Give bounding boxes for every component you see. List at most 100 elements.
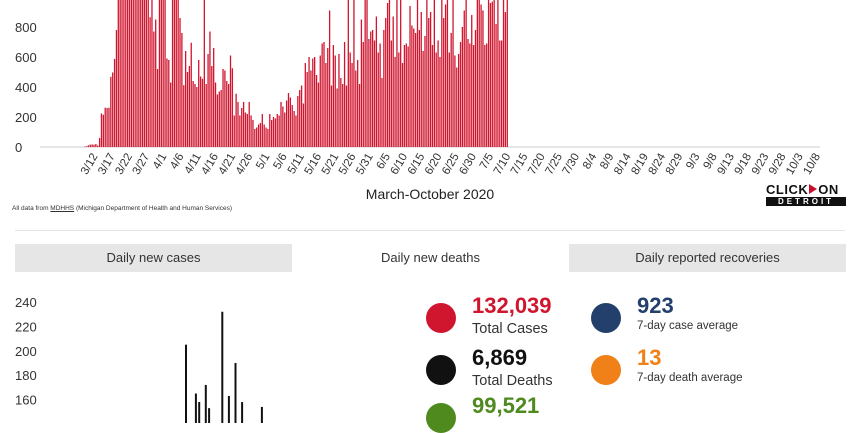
- case-bar: [254, 129, 255, 147]
- case-bar: [221, 90, 222, 147]
- case-bar: [443, 18, 444, 147]
- source-link[interactable]: MDHHS: [50, 205, 74, 212]
- case-bar: [396, 0, 397, 147]
- logo-word-detroit: DETROIT: [766, 197, 846, 206]
- case-bar: [351, 63, 352, 147]
- case-bar: [166, 59, 167, 148]
- case-bar: [344, 42, 345, 147]
- case-bar: [449, 53, 450, 148]
- case-bar: [174, 0, 175, 147]
- x-tick-label: 9/13: [715, 152, 737, 177]
- case-bar: [323, 42, 324, 147]
- case-bar: [278, 116, 279, 148]
- death-average-dot-icon: [591, 355, 621, 385]
- x-tick-label: 5/26: [337, 152, 359, 177]
- case-bar: [391, 41, 392, 148]
- case-bar: [318, 83, 319, 148]
- case-bar: [408, 47, 409, 148]
- case-bar: [95, 144, 96, 147]
- x-tick-label: 3/12: [79, 152, 101, 177]
- tab-daily-new-deaths[interactable]: Daily new deaths: [292, 244, 569, 272]
- case-bar: [368, 39, 369, 147]
- case-bar: [366, 0, 367, 147]
- case-bar: [234, 116, 235, 148]
- case-bar: [473, 45, 474, 147]
- case-bar: [393, 17, 394, 148]
- x-tick-label: 9/3: [684, 152, 702, 172]
- case-bar: [497, 0, 498, 147]
- case-bar: [207, 54, 208, 147]
- tab-daily-new-cases[interactable]: Daily new cases: [15, 244, 292, 272]
- case-bar: [284, 113, 285, 148]
- x-tick-label: 7/30: [561, 152, 583, 177]
- case-bar: [120, 0, 121, 147]
- case-bar: [118, 0, 119, 147]
- x-tick-label: 7/25: [543, 152, 565, 177]
- case-bar: [134, 0, 135, 147]
- case-bar: [168, 60, 169, 147]
- death-average-label: 7-day death average: [637, 372, 743, 384]
- case-bar: [467, 39, 468, 147]
- case-bar: [275, 119, 276, 148]
- case-bar: [155, 20, 156, 148]
- case-bar: [112, 72, 113, 147]
- death-bar: [198, 402, 200, 423]
- case-bar: [488, 0, 489, 147]
- case-bar: [103, 115, 104, 147]
- x-tick-label: 6/30: [457, 152, 479, 177]
- case-bar: [494, 0, 495, 147]
- case-bar: [409, 6, 410, 147]
- case-bar: [273, 117, 274, 147]
- case-bar: [267, 129, 268, 147]
- case-bar: [159, 0, 160, 147]
- case-bar: [490, 3, 491, 147]
- x-tick-label: 7/10: [492, 152, 514, 177]
- case-bar: [437, 41, 438, 148]
- case-bar: [471, 15, 472, 147]
- case-bar: [503, 0, 504, 147]
- case-bar: [99, 138, 100, 147]
- case-bar: [245, 113, 246, 148]
- x-tick-label: 8/19: [629, 152, 651, 177]
- case-bar: [260, 123, 261, 147]
- case-bar: [114, 59, 115, 147]
- x-tick-label: 3/17: [96, 152, 118, 177]
- case-bar: [314, 57, 315, 147]
- case-bar: [209, 32, 210, 148]
- case-bar: [303, 104, 304, 148]
- death-bar: [208, 408, 210, 423]
- y-tick-label: 180: [15, 368, 37, 383]
- x-tick-label: 5/16: [303, 152, 325, 177]
- case-bar: [138, 0, 139, 147]
- case-bar: [230, 56, 231, 148]
- case-bar: [385, 18, 386, 147]
- case-bar: [475, 30, 476, 147]
- death-bar: [241, 402, 243, 423]
- x-tick-label: 8/4: [581, 151, 600, 171]
- case-average-value: 923: [637, 293, 674, 319]
- case-bar: [97, 146, 98, 148]
- case-bar: [353, 0, 354, 147]
- case-bar: [419, 30, 420, 147]
- x-tick-label: 5/21: [320, 152, 342, 177]
- case-bar: [441, 0, 442, 147]
- case-bar: [428, 18, 429, 147]
- case-bar: [464, 11, 465, 148]
- case-bar: [492, 2, 493, 148]
- total-deaths-label: Total Deaths: [472, 373, 553, 389]
- case-bar: [301, 86, 302, 148]
- x-tick-label: 5/31: [354, 152, 376, 177]
- case-bar: [164, 0, 165, 147]
- total-cases-label: Total Cases: [472, 321, 548, 337]
- case-bar: [183, 85, 184, 147]
- x-tick-label: 6/25: [440, 152, 462, 177]
- death-bar: [221, 312, 223, 423]
- case-bar: [469, 44, 470, 148]
- case-bar: [282, 107, 283, 148]
- case-bar: [88, 145, 89, 147]
- case-bar: [406, 44, 407, 148]
- x-tick-label: 8/29: [664, 152, 686, 177]
- case-bar: [163, 0, 164, 147]
- tab-daily-reported-recoveries[interactable]: Daily reported recoveries: [569, 244, 846, 272]
